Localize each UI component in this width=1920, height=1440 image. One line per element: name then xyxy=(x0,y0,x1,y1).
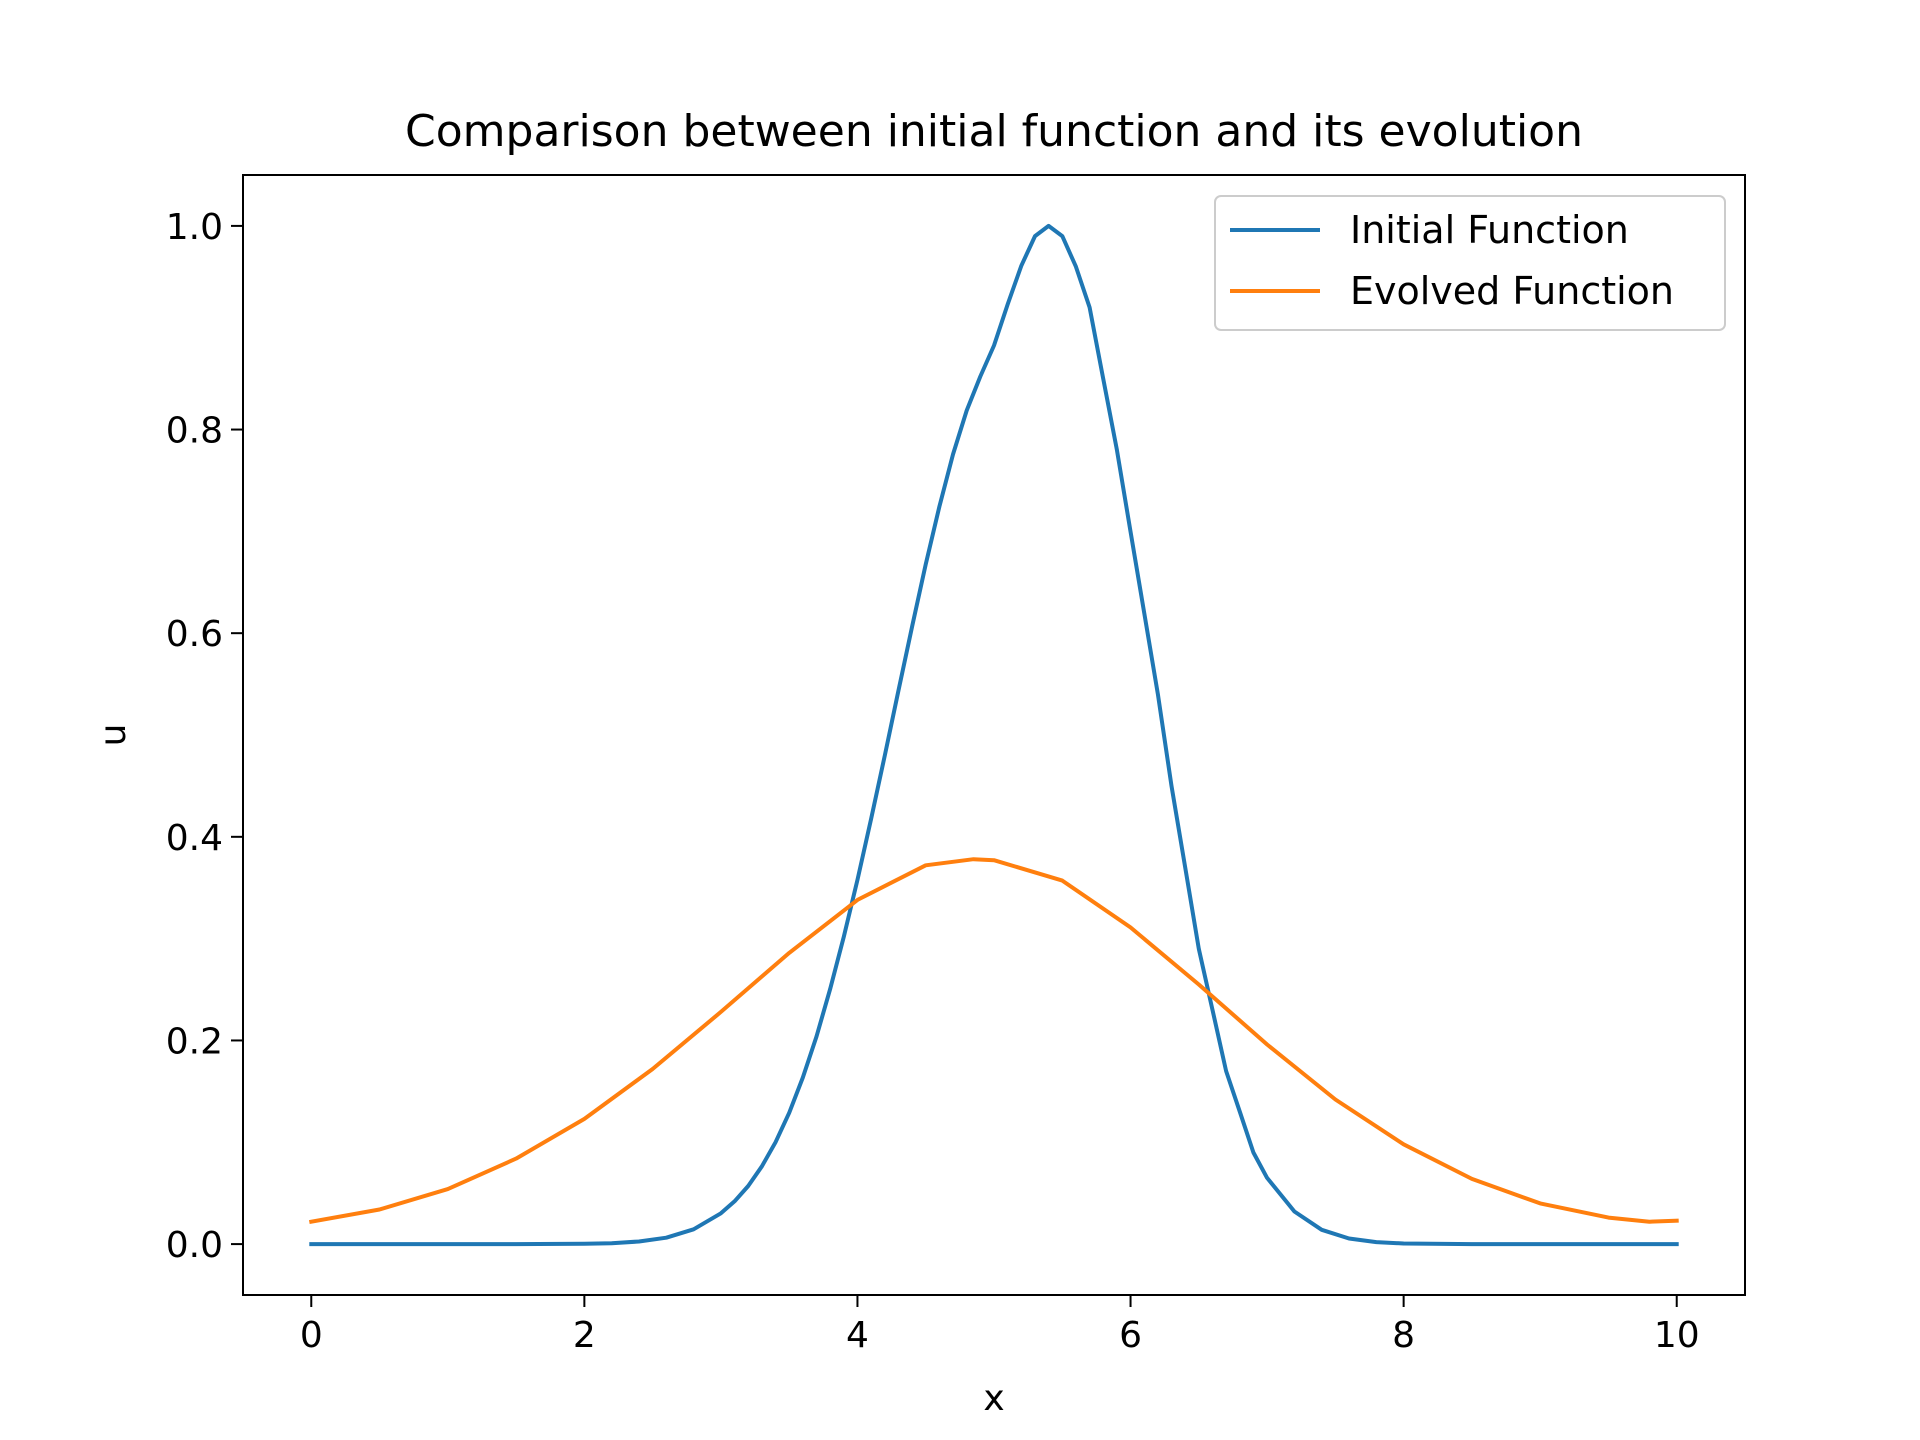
y-tick-label: 0.0 xyxy=(166,1225,223,1266)
x-tick-label: 0 xyxy=(300,1315,323,1356)
series-layer xyxy=(308,223,1679,1247)
initial-function-line xyxy=(309,223,1679,1247)
plot-area-frame xyxy=(242,174,1746,1296)
y-tick-label: 0.6 xyxy=(166,614,223,655)
x-axis-label: x xyxy=(983,1378,1004,1419)
evolved-function-line xyxy=(308,857,1679,1225)
legend-frame xyxy=(1214,195,1726,331)
x-tick-label: 2 xyxy=(573,1315,596,1356)
y-tick-label: 0.8 xyxy=(166,411,223,452)
x-tick-label: 4 xyxy=(846,1315,869,1356)
ticks-layer: 0 2 4 6 8 10 0.0 0.2 0.4 0.6 0.8 1.0 xyxy=(166,207,1700,1356)
y-tick-label: 1.0 xyxy=(166,207,223,248)
x-tick-label: 8 xyxy=(1392,1315,1415,1356)
legend: Initial Function Evolved Function xyxy=(1214,195,1726,331)
y-axis-label: u xyxy=(93,724,134,747)
y-tick-label: 0.2 xyxy=(166,1021,223,1062)
x-tick-label: 6 xyxy=(1119,1315,1142,1356)
y-tick-label: 0.4 xyxy=(166,818,223,859)
legend-label-evolved: Evolved Function xyxy=(1350,269,1674,313)
legend-label-initial: Initial Function xyxy=(1350,208,1629,252)
chart-title: Comparison between initial function and … xyxy=(405,106,1583,157)
x-tick-label: 10 xyxy=(1654,1315,1700,1356)
